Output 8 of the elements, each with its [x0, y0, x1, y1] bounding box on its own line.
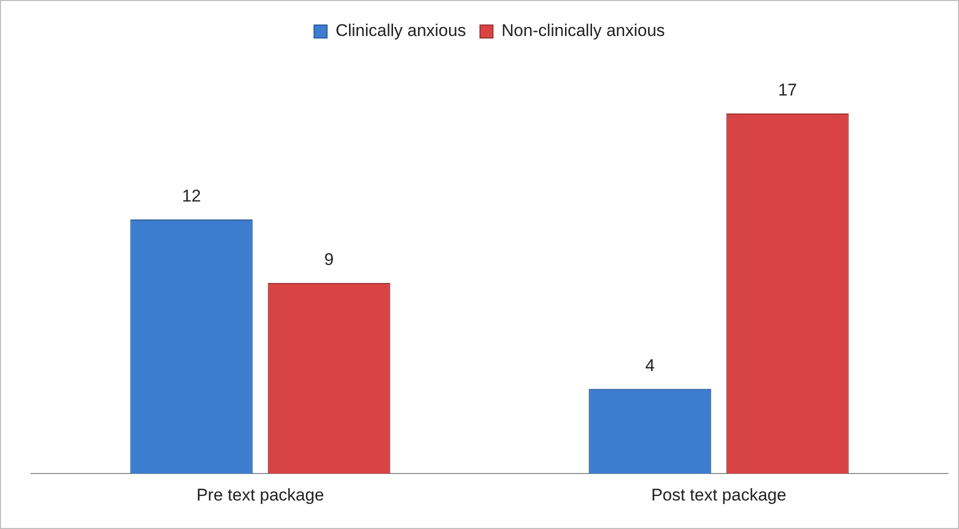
data-label: 9: [324, 250, 334, 270]
data-label: 17: [778, 80, 797, 100]
x-tick-label: Post text package: [651, 485, 786, 504]
legend-label: Clinically anxious: [336, 21, 466, 40]
legend-label: Non-clinically anxious: [501, 21, 665, 40]
data-label: 4: [645, 356, 655, 376]
data-label: 12: [182, 186, 201, 206]
x-tick-label: Pre text package: [196, 485, 324, 504]
